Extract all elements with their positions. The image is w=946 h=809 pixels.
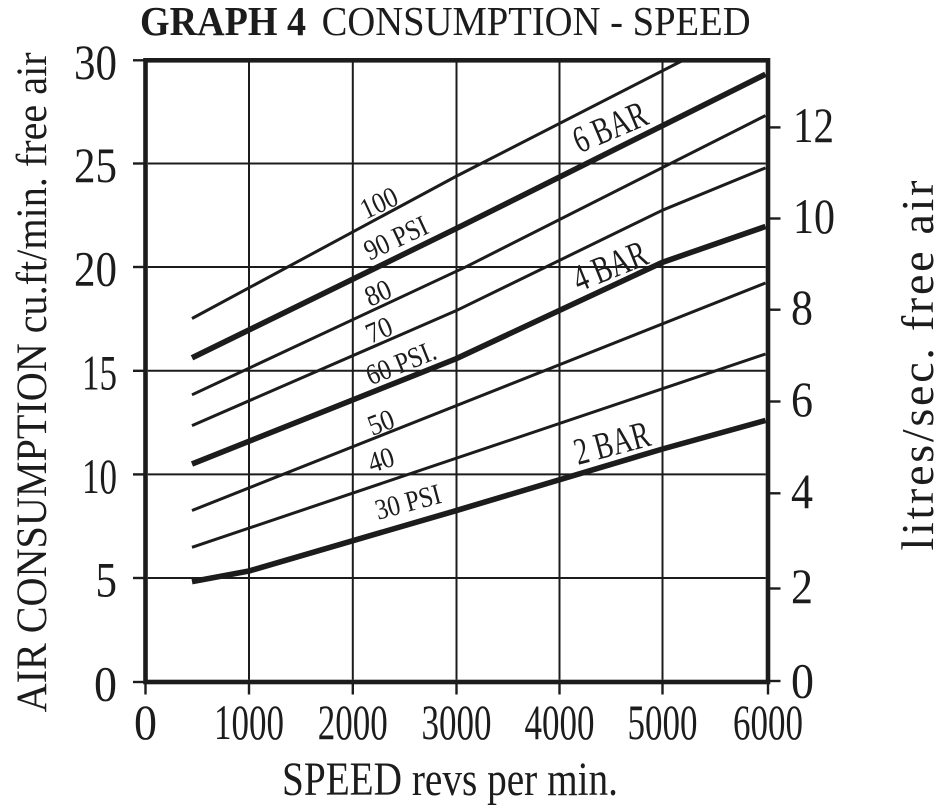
svg-text:12: 12 bbox=[793, 97, 834, 153]
svg-text:4: 4 bbox=[791, 463, 813, 519]
svg-text:3000: 3000 bbox=[422, 694, 492, 750]
svg-text:GRAPH 4: GRAPH 4 bbox=[140, 0, 306, 44]
svg-text:20: 20 bbox=[74, 241, 117, 297]
svg-text:8: 8 bbox=[791, 279, 813, 335]
svg-text:1000: 1000 bbox=[214, 694, 284, 750]
svg-text:25: 25 bbox=[74, 137, 117, 193]
svg-text:AIR CONSUMPTION cu.ft/min. fre: AIR CONSUMPTION cu.ft/min. free air bbox=[9, 52, 56, 712]
svg-text:SPEED revs per min.: SPEED revs per min. bbox=[282, 753, 618, 806]
svg-text:0: 0 bbox=[134, 694, 157, 750]
svg-text:5000: 5000 bbox=[628, 694, 698, 750]
svg-text:10: 10 bbox=[793, 188, 835, 244]
svg-text:30: 30 bbox=[74, 34, 117, 90]
svg-text:0: 0 bbox=[94, 656, 117, 712]
svg-text:2: 2 bbox=[791, 558, 813, 614]
svg-text:6000: 6000 bbox=[733, 694, 803, 750]
svg-text:CONSUMPTION - SPEED: CONSUMPTION - SPEED bbox=[322, 0, 751, 44]
svg-text:15: 15 bbox=[82, 344, 117, 400]
svg-text:litres/sec. free air: litres/sec. free air bbox=[892, 181, 943, 551]
svg-text:10: 10 bbox=[82, 448, 117, 504]
svg-text:6: 6 bbox=[791, 371, 813, 427]
svg-text:5: 5 bbox=[96, 552, 118, 608]
svg-text:2000: 2000 bbox=[318, 694, 388, 750]
svg-text:0: 0 bbox=[791, 653, 814, 709]
svg-text:4000: 4000 bbox=[525, 694, 595, 750]
